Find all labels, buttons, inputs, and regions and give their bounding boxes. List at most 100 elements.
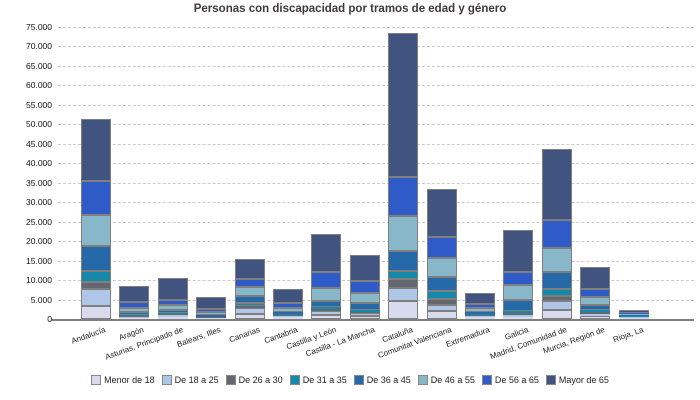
bar-segment[interactable] <box>388 301 418 319</box>
bar-segment[interactable] <box>427 258 457 277</box>
bar-segment[interactable] <box>311 307 341 309</box>
bar-segment[interactable] <box>503 317 533 319</box>
bar-segment[interactable] <box>350 255 380 281</box>
bar-segment[interactable] <box>350 303 380 310</box>
bar-segment[interactable] <box>580 310 610 312</box>
bar-segment[interactable] <box>235 287 265 296</box>
bar-segment[interactable] <box>81 306 111 319</box>
bar-segment[interactable] <box>388 216 418 251</box>
bar-segment[interactable] <box>465 293 495 304</box>
bar-segment[interactable] <box>235 308 265 314</box>
bar-segment[interactable] <box>619 317 649 318</box>
bar-segment[interactable] <box>580 312 610 314</box>
bar-segment[interactable] <box>503 313 533 315</box>
bar-segment[interactable] <box>619 314 649 315</box>
bar-segment[interactable] <box>235 259 265 279</box>
bar-segment[interactable] <box>158 314 188 315</box>
bar-segment[interactable] <box>196 297 226 309</box>
bar-segment[interactable] <box>465 315 495 316</box>
bar-segment[interactable] <box>427 189 457 237</box>
bar-segment[interactable] <box>273 316 303 317</box>
bar-segment[interactable] <box>542 272 572 289</box>
bar-segment[interactable] <box>580 297 610 305</box>
bar-segment[interactable] <box>158 310 188 313</box>
bar-segment[interactable] <box>119 316 149 317</box>
bar-segment[interactable] <box>119 308 149 312</box>
bar-segment[interactable] <box>619 313 649 314</box>
bar-segment[interactable] <box>427 291 457 299</box>
bar-segment[interactable] <box>465 308 495 312</box>
bar-segment[interactable] <box>350 313 380 316</box>
bar-segment[interactable] <box>542 301 572 310</box>
bar-segment[interactable] <box>119 286 149 302</box>
bar-segment[interactable] <box>196 318 226 319</box>
bar-segment[interactable] <box>196 312 226 315</box>
bar-segment[interactable] <box>311 272 341 288</box>
bar-segment[interactable] <box>81 181 111 215</box>
bar-segment[interactable] <box>119 302 149 308</box>
bar-segment[interactable] <box>350 316 380 319</box>
bar-segment[interactable] <box>81 271 111 282</box>
bar-segment[interactable] <box>427 237 457 258</box>
bar-segment[interactable] <box>465 317 495 319</box>
bar-segment[interactable] <box>580 305 610 310</box>
bar-segment[interactable] <box>81 119 111 181</box>
bar-segment[interactable] <box>81 215 111 246</box>
bar-segment[interactable] <box>273 317 303 319</box>
bar-segment[interactable] <box>542 296 572 301</box>
bar-segment[interactable] <box>542 310 572 319</box>
bar-segment[interactable] <box>350 312 380 313</box>
bar-segment[interactable] <box>81 246 111 271</box>
bar-segment[interactable] <box>235 303 265 306</box>
bar-segment[interactable] <box>311 311 341 315</box>
bar-segment[interactable] <box>235 279 265 287</box>
bar-segment[interactable] <box>158 313 188 314</box>
bar-segment[interactable] <box>388 271 418 279</box>
bar-segment[interactable] <box>350 293 380 303</box>
bar-segment[interactable] <box>542 248 572 272</box>
bar-segment[interactable] <box>273 308 303 312</box>
bar-segment[interactable] <box>503 272 533 285</box>
bar-segment[interactable] <box>119 318 149 319</box>
bar-segment[interactable] <box>619 316 649 317</box>
bar-segment[interactable] <box>158 317 188 319</box>
bar-segment[interactable] <box>580 267 610 289</box>
bar-segment[interactable] <box>273 312 303 314</box>
bar-segment[interactable] <box>311 288 341 301</box>
bar-segment[interactable] <box>503 311 533 313</box>
bar-segment[interactable] <box>311 315 341 319</box>
bar-segment[interactable] <box>503 285 533 300</box>
bar-segment[interactable] <box>388 177 418 216</box>
bar-segment[interactable] <box>273 315 303 316</box>
bar-segment[interactable] <box>158 315 188 317</box>
bar-segment[interactable] <box>427 311 457 319</box>
bar-segment[interactable] <box>427 277 457 291</box>
bar-segment[interactable] <box>311 301 341 307</box>
bar-segment[interactable] <box>81 282 111 289</box>
bar-segment[interactable] <box>158 278 188 300</box>
bar-segment[interactable] <box>273 289 303 303</box>
bar-segment[interactable] <box>119 312 149 315</box>
bar-segment[interactable] <box>503 300 533 311</box>
bar-segment[interactable] <box>465 304 495 308</box>
bar-segment[interactable] <box>465 312 495 314</box>
bar-segment[interactable] <box>580 289 610 297</box>
bar-segment[interactable] <box>273 314 303 315</box>
bar-segment[interactable] <box>542 149 572 220</box>
bar-segment[interactable] <box>427 305 457 311</box>
bar-segment[interactable] <box>196 309 226 312</box>
bar-segment[interactable] <box>158 305 188 310</box>
bar-segment[interactable] <box>311 234 341 272</box>
bar-segment[interactable] <box>465 314 495 315</box>
bar-segment[interactable] <box>503 315 533 317</box>
bar-segment[interactable] <box>350 310 380 312</box>
bar-segment[interactable] <box>619 315 649 316</box>
bar-segment[interactable] <box>235 314 265 319</box>
bar-segment[interactable] <box>619 310 649 313</box>
bar-segment[interactable] <box>388 251 418 271</box>
bar-segment[interactable] <box>158 300 188 305</box>
bar-segment[interactable] <box>388 33 418 177</box>
bar-segment[interactable] <box>465 316 495 317</box>
bar-segment[interactable] <box>119 317 149 318</box>
bar-segment[interactable] <box>350 281 380 293</box>
